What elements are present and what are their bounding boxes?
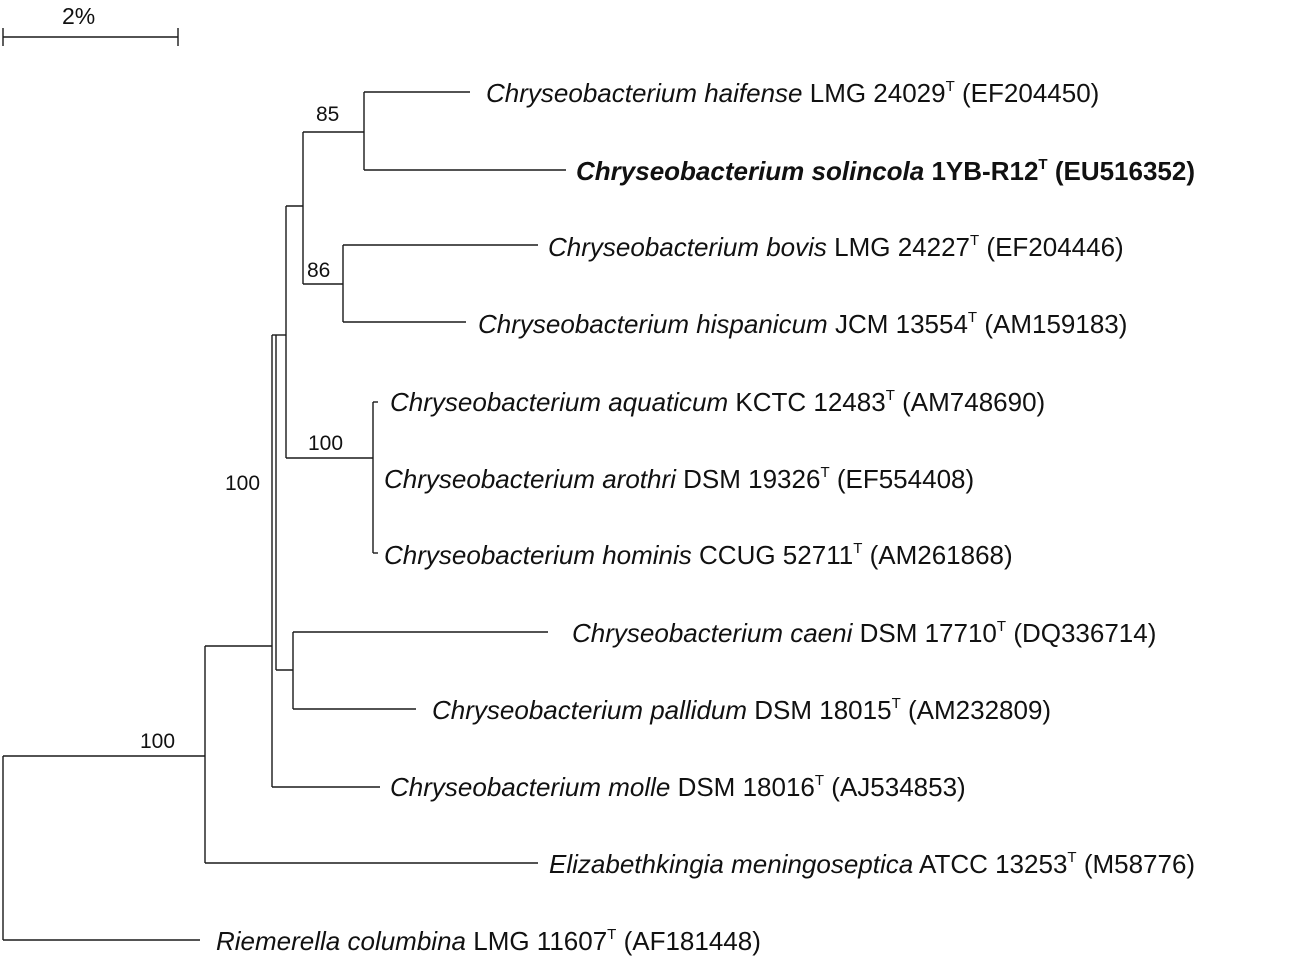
taxon-label: Riemerella columbina LMG 11607T (AF18144… xyxy=(216,926,761,956)
taxon-species: Chryseobacterium caeni xyxy=(572,618,854,648)
taxon-strain: CCUG 52711 xyxy=(699,540,853,570)
bootstrap-100-chryseobacterium: 100 xyxy=(225,472,260,495)
bootstrap-100-root: 100 xyxy=(140,730,175,753)
taxon-accession: (AF181448) xyxy=(624,926,761,956)
taxon-label: Chryseobacterium aquaticum KCTC 12483T (… xyxy=(390,387,1045,417)
taxon-species: Chryseobacterium hominis xyxy=(384,540,692,570)
taxon-accession: (EU516352) xyxy=(1055,156,1195,186)
type-strain-mark: T xyxy=(997,618,1006,635)
taxon-strain: LMG 24029 xyxy=(810,78,946,108)
taxon-accession: (AJ534853) xyxy=(831,772,965,802)
taxon-strain: JCM 13554 xyxy=(835,309,968,339)
taxon-accession: (AM232809) xyxy=(908,695,1051,725)
taxon-strain: LMG 24227 xyxy=(834,232,970,262)
taxon-accession: (EF204450) xyxy=(962,78,1099,108)
taxon-label: Chryseobacterium bovis LMG 24227T (EF204… xyxy=(548,232,1124,262)
taxon-labels: Chryseobacterium haifense LMG 24029T (EF… xyxy=(216,78,1195,956)
scale-bar-label: 2% xyxy=(62,3,95,29)
taxon-strain: ATCC 13253 xyxy=(919,849,1067,879)
type-strain-mark: T xyxy=(946,78,955,95)
taxon-accession: (AM159183) xyxy=(984,309,1127,339)
type-strain-mark: T xyxy=(853,540,862,557)
tree-branches xyxy=(2,91,566,941)
taxon-species: Chryseobacterium solincola xyxy=(576,156,924,186)
taxon-species: Chryseobacterium molle xyxy=(390,772,670,802)
taxon-strain: 1YB-R12 xyxy=(931,156,1038,186)
taxon-species: Riemerella columbina xyxy=(216,926,466,956)
taxon-species: Chryseobacterium haifense xyxy=(486,78,803,108)
taxon-accession: (DQ336714) xyxy=(1013,618,1156,648)
type-strain-mark: T xyxy=(886,387,895,404)
taxon-strain: DSM 18016 xyxy=(678,772,815,802)
taxon-accession: (AM261868) xyxy=(870,540,1013,570)
taxon-species: Elizabethkingia meningoseptica xyxy=(549,849,913,879)
taxon-accession: (AM748690) xyxy=(902,387,1045,417)
taxon-label: Elizabethkingia meningoseptica ATCC 1325… xyxy=(549,849,1195,879)
type-strain-mark: T xyxy=(607,926,616,943)
type-strain-mark: T xyxy=(820,464,829,481)
taxon-label: Chryseobacterium molle DSM 18016T (AJ534… xyxy=(390,772,966,802)
taxon-species: Chryseobacterium hispanicum xyxy=(478,309,828,339)
taxon-accession: (EF204446) xyxy=(986,232,1123,262)
type-strain-mark: T xyxy=(970,232,979,249)
taxon-label: Chryseobacterium hominis CCUG 52711T (AM… xyxy=(384,540,1013,570)
type-strain-mark: T xyxy=(1038,156,1047,173)
taxon-strain: DSM 19326 xyxy=(683,464,820,494)
taxon-label: Chryseobacterium haifense LMG 24029T (EF… xyxy=(486,78,1099,108)
taxon-accession: (EF554408) xyxy=(837,464,974,494)
taxon-label: Chryseobacterium pallidum DSM 18015T (AM… xyxy=(432,695,1051,725)
type-strain-mark: T xyxy=(815,772,824,789)
type-strain-mark: T xyxy=(1067,849,1076,866)
bootstrap-100-aquaticum-clade: 100 xyxy=(308,432,343,455)
taxon-strain: KCTC 12483 xyxy=(735,387,885,417)
taxon-species: Chryseobacterium arothri xyxy=(384,464,677,494)
bootstrap-values: 85 86 100 100 100 xyxy=(140,103,343,753)
taxon-strain: DSM 17710 xyxy=(860,618,997,648)
taxon-species: Chryseobacterium bovis xyxy=(548,232,827,262)
taxon-label: Chryseobacterium caeni DSM 17710T (DQ336… xyxy=(572,618,1156,648)
type-strain-mark: T xyxy=(892,695,901,712)
taxon-species: Chryseobacterium aquaticum xyxy=(390,387,728,417)
taxon-label-highlighted: Chryseobacterium solincola 1YB-R12T (EU5… xyxy=(576,156,1195,186)
bootstrap-85: 85 xyxy=(316,103,339,126)
taxon-label: Chryseobacterium hispanicum JCM 13554T (… xyxy=(478,309,1127,339)
taxon-label: Chryseobacterium arothri DSM 19326T (EF5… xyxy=(384,464,974,494)
taxon-strain: LMG 11607 xyxy=(473,926,607,956)
scale-bar: 2% xyxy=(2,3,179,46)
taxon-strain: DSM 18015 xyxy=(754,695,891,725)
type-strain-mark: T xyxy=(968,309,977,326)
taxon-species: Chryseobacterium pallidum xyxy=(432,695,747,725)
bootstrap-86: 86 xyxy=(307,259,330,282)
taxon-accession: (M58776) xyxy=(1084,849,1195,879)
